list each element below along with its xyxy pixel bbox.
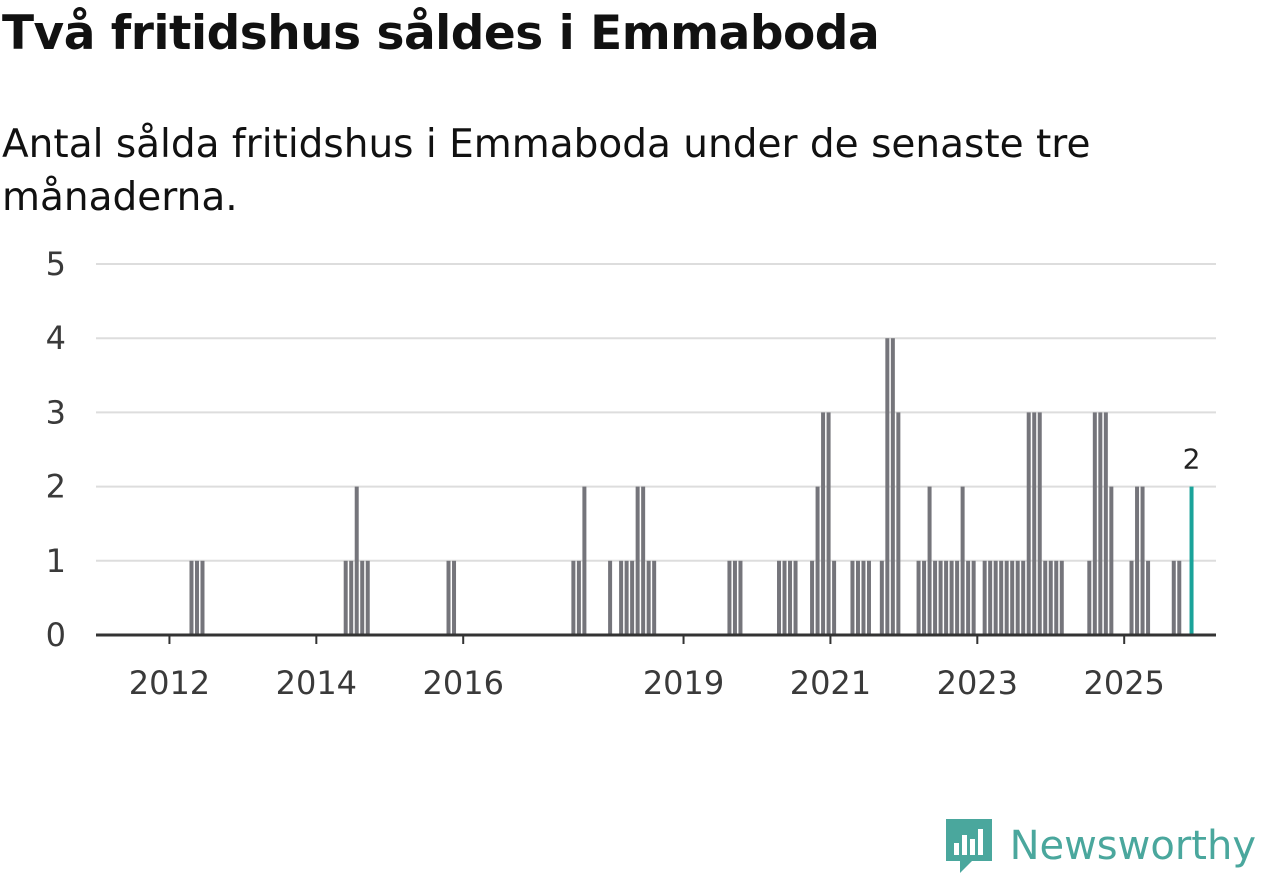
- bar: [360, 560, 365, 635]
- bar: [635, 486, 640, 635]
- bar: [993, 560, 998, 635]
- bar: [879, 560, 884, 635]
- bar: [1092, 412, 1097, 635]
- bar: [999, 560, 1004, 635]
- x-tick-label: 2023: [937, 664, 1018, 702]
- bar: [582, 486, 587, 635]
- bar: [1015, 560, 1020, 635]
- bar: [1087, 560, 1092, 635]
- y-tick-label: 3: [46, 393, 66, 431]
- bar: [793, 560, 798, 635]
- bar: [1010, 560, 1015, 635]
- bar: [885, 338, 890, 635]
- bar: [343, 560, 348, 635]
- brand-name: Newsworthy: [1009, 823, 1256, 869]
- bar: [916, 560, 921, 635]
- bar: [652, 560, 657, 635]
- bar: [354, 486, 359, 635]
- bar: [571, 560, 576, 635]
- bar: [821, 412, 826, 635]
- bar: [732, 560, 737, 635]
- bar: [624, 560, 629, 635]
- bar: [1129, 560, 1134, 635]
- y-tick-label: 4: [46, 319, 66, 357]
- bar: [452, 560, 457, 635]
- bar: [1098, 412, 1103, 635]
- bar: [1021, 560, 1026, 635]
- chart-title: Två fritidshus såldes i Emmaboda: [2, 6, 880, 61]
- bar: [938, 560, 943, 635]
- bar: [200, 560, 205, 635]
- bar: [982, 560, 987, 635]
- bar: [646, 560, 651, 635]
- x-tick-label: 2021: [790, 664, 871, 702]
- brand: Newsworthy: [944, 815, 1256, 877]
- bar: [949, 560, 954, 635]
- bar: [955, 560, 960, 635]
- bar: [810, 560, 815, 635]
- bar: [1135, 486, 1140, 635]
- bar: [641, 486, 646, 635]
- bar: [1004, 560, 1009, 635]
- bar: [349, 560, 354, 635]
- x-tick-label: 2014: [276, 664, 357, 702]
- bar: [630, 560, 635, 635]
- bar: [1140, 486, 1145, 635]
- x-tick-label: 2016: [422, 664, 503, 702]
- bar: [576, 560, 581, 635]
- bar: [1043, 560, 1048, 635]
- bar: [738, 560, 743, 635]
- bar: [446, 560, 451, 635]
- bar: [727, 560, 732, 635]
- bar: [890, 338, 895, 635]
- bar: [922, 560, 927, 635]
- bar: [189, 560, 194, 635]
- bar: [777, 560, 782, 635]
- highlight-value-label: 2: [1183, 443, 1201, 476]
- x-tick-label: 2025: [1083, 664, 1164, 702]
- bar: [826, 412, 831, 635]
- chart-subtitle: Antal sålda fritidshus i Emmaboda under …: [2, 122, 1091, 220]
- newsworthy-logo-icon: [945, 819, 992, 873]
- bar: [1146, 560, 1151, 635]
- bar: [1037, 412, 1042, 635]
- bar: [1026, 412, 1031, 635]
- bar: [1032, 412, 1037, 635]
- x-tick-label: 2019: [643, 664, 724, 702]
- bar: [966, 560, 971, 635]
- bar: [896, 412, 901, 635]
- bar: [832, 560, 837, 635]
- bar: [619, 560, 624, 635]
- bar: [1103, 412, 1108, 635]
- bar: [1177, 560, 1182, 635]
- y-tick-label: 5: [46, 245, 66, 283]
- bar: [933, 560, 938, 635]
- y-tick-label: 2: [46, 468, 66, 506]
- y-tick-label: 0: [46, 616, 66, 654]
- bar: [815, 486, 820, 635]
- highlight-bar: [1189, 486, 1194, 635]
- bar: [194, 560, 199, 635]
- x-tick-label: 2012: [129, 664, 210, 702]
- bar: [866, 560, 871, 635]
- bar: [927, 486, 932, 635]
- bar: [1059, 560, 1064, 635]
- bar: [1171, 560, 1176, 635]
- bar: [365, 560, 370, 635]
- bar: [1054, 560, 1059, 635]
- bar: [782, 560, 787, 635]
- bar: [944, 560, 949, 635]
- bar: [608, 560, 613, 635]
- bar: [850, 560, 855, 635]
- bar: [788, 560, 793, 635]
- bar: [960, 486, 965, 635]
- bar: [861, 560, 866, 635]
- bar: [1109, 486, 1114, 635]
- y-tick-label: 1: [46, 542, 66, 580]
- bar: [855, 560, 860, 635]
- bar: [988, 560, 993, 635]
- bar: [1048, 560, 1053, 635]
- bar: [971, 560, 976, 635]
